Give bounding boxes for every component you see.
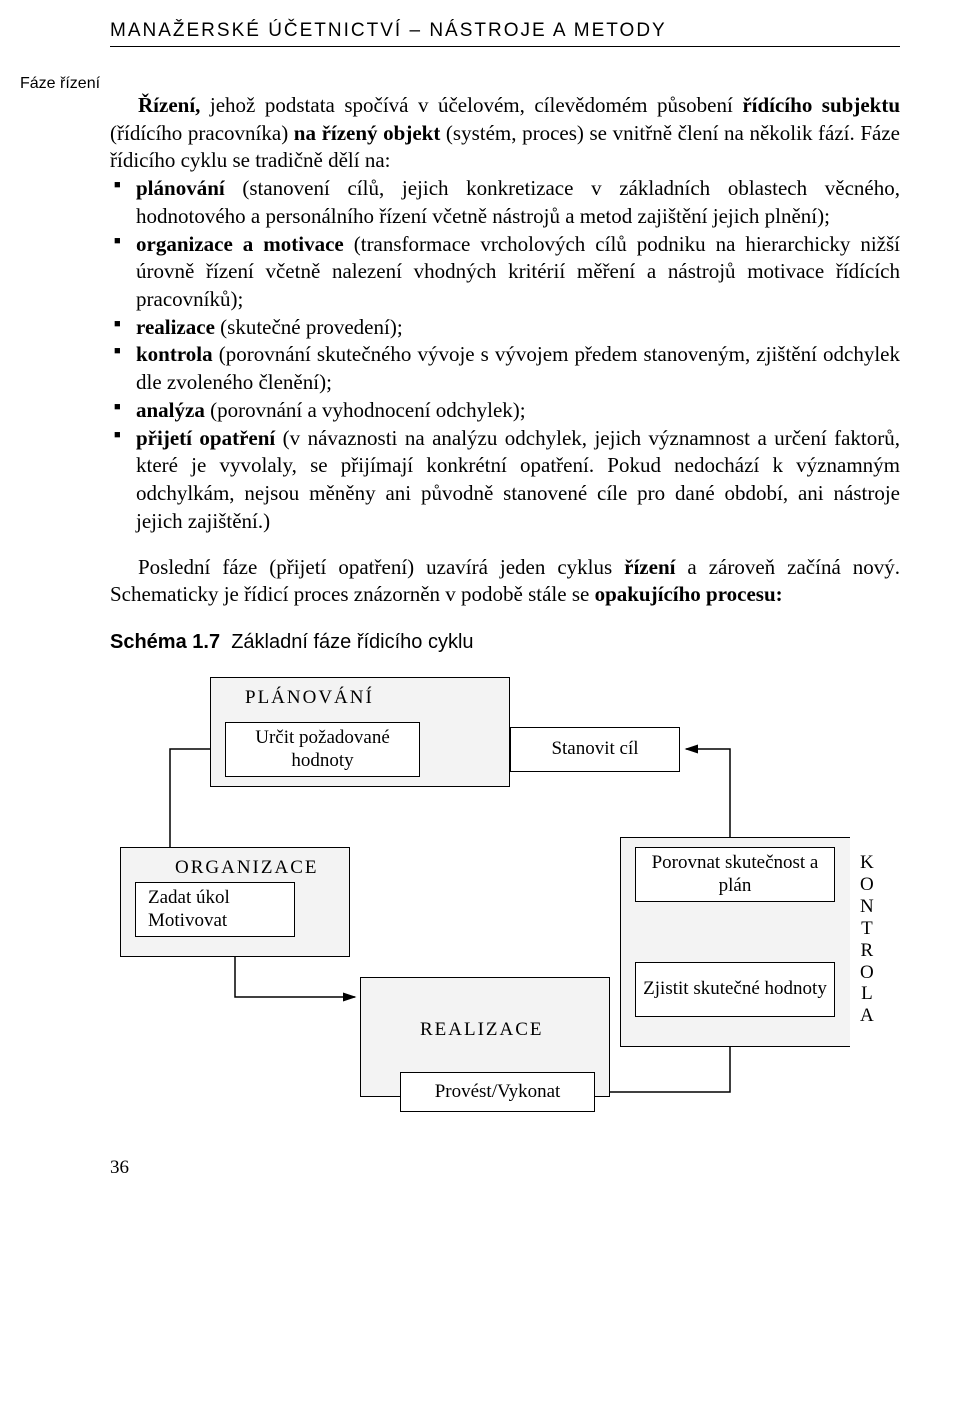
- schema-title: Schéma 1.7 Základní fáze řídicího cyklu: [110, 629, 900, 655]
- list-item: organizace a motivace (transformace vrch…: [110, 231, 900, 314]
- box-urcit: Určit požadované hodnoty: [225, 722, 420, 777]
- margin-note: Fáze řízení: [20, 71, 110, 93]
- schema-label: Schéma 1.7: [110, 631, 220, 653]
- schema-subtitle: Základní fáze řídicího cyklu: [231, 631, 473, 653]
- header-rule: [110, 46, 900, 47]
- bullet-list: plánování (stanovení cílů, jejich konkre…: [110, 175, 900, 535]
- list-item: přijetí opatření (v návaznosti na analýz…: [110, 425, 900, 536]
- box-provest: Provést/Vykonat: [400, 1072, 595, 1112]
- box-stanovit: Stanovit cíl: [510, 727, 680, 772]
- flowchart: PLÁNOVÁNÍ ORGANIZACE REALIZACE KONTROLA …: [110, 677, 900, 1127]
- intro-paragraph: Řízení, jehož podstata spočívá v účelové…: [110, 92, 900, 175]
- closing-paragraph: Poslední fáze (přijetí opatření) uzavírá…: [110, 554, 900, 609]
- list-item: analýza (porovnání a vyhodnocení odchyle…: [110, 397, 900, 425]
- box-porovnat: Porovnat skutečnost a plán: [635, 847, 835, 902]
- list-item: realizace (skutečné provedení);: [110, 314, 900, 342]
- page-number: 36: [110, 1157, 900, 1179]
- page-header: MANAŽERSKÉ ÚČETNICTVÍ – NÁSTROJE A METOD…: [110, 20, 900, 42]
- list-item: kontrola (porovnání skutečného vývoje s …: [110, 341, 900, 396]
- phase-kontrola-label: KONTROLA: [860, 852, 876, 1027]
- phase-planovani-label: PLÁNOVÁNÍ: [245, 685, 374, 710]
- list-item: plánování (stanovení cílů, jejich konkre…: [110, 175, 900, 230]
- phase-realizace-label: REALIZACE: [420, 1017, 544, 1042]
- box-zadat: Zadat úkol Motivovat: [135, 882, 295, 937]
- phase-organizace-label: ORGANIZACE: [175, 855, 319, 880]
- box-zjistit: Zjistit skutečné hodnoty: [635, 962, 835, 1017]
